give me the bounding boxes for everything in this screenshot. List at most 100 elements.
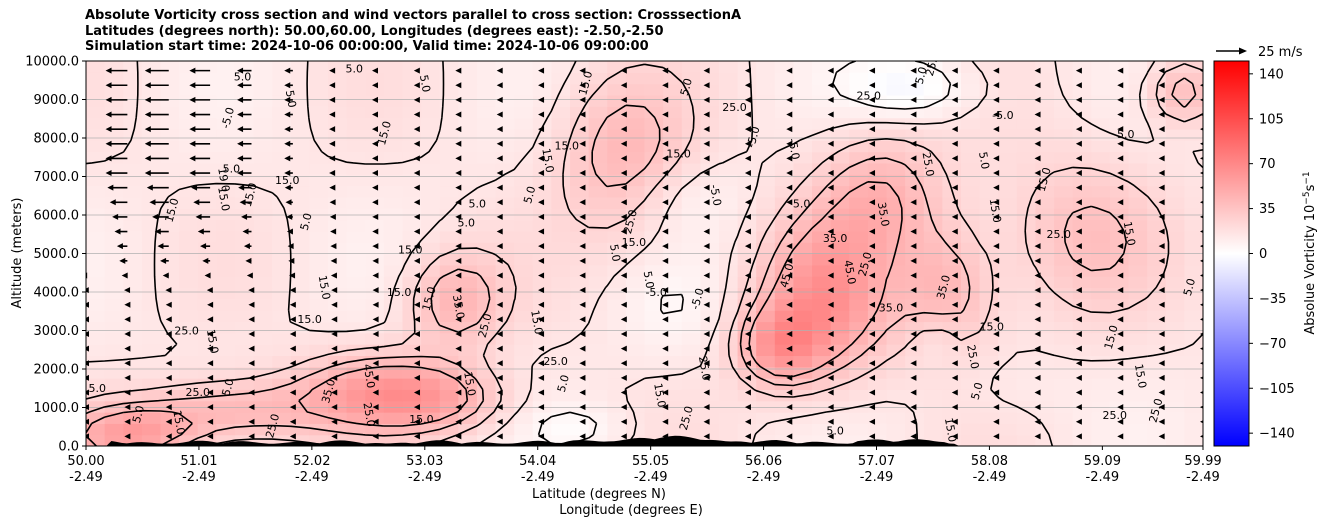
field-cell	[1128, 423, 1148, 436]
field-cell	[1147, 242, 1167, 255]
field-cell	[402, 83, 422, 96]
wind-vector-head	[703, 257, 710, 264]
field-cell	[328, 321, 348, 334]
field-cell	[960, 310, 981, 323]
field-cell	[998, 366, 1018, 379]
field-cell	[923, 72, 943, 85]
wind-vector-head	[1075, 199, 1082, 206]
contour-label: 15.0	[622, 236, 647, 249]
field-cell	[1054, 242, 1074, 255]
wind-vector-head	[413, 82, 420, 89]
field-cell	[1016, 276, 1037, 289]
field-cell	[886, 389, 906, 402]
field-cell	[439, 174, 459, 187]
field-cell	[849, 287, 869, 300]
field-cell	[290, 230, 310, 243]
wind-vector-head	[331, 404, 338, 411]
contour-label: 25.0	[621, 208, 640, 235]
wind-vector-head	[786, 374, 793, 381]
x-tick-label-lon: -2.49	[521, 470, 555, 485]
wind-vector-head	[579, 67, 586, 74]
field-cell	[421, 72, 441, 85]
field-cell	[979, 276, 999, 289]
wind-vector-head	[149, 199, 156, 206]
wind-vector-head	[579, 111, 586, 118]
field-cell	[663, 94, 683, 107]
wind-vector-head	[329, 213, 336, 220]
wind-vector-head	[165, 287, 172, 294]
field-cell	[141, 128, 162, 141]
wind-vector-head	[455, 418, 462, 425]
field-cell	[1054, 128, 1074, 141]
field-cell	[923, 434, 943, 446]
wind-vector-head	[165, 345, 172, 352]
field-cell	[253, 106, 273, 119]
wind-vector-head	[289, 316, 296, 323]
field-cell	[681, 72, 701, 85]
field-cell	[383, 72, 404, 85]
field-cell	[793, 208, 813, 221]
field-cell	[365, 185, 385, 198]
field-cell	[923, 366, 943, 379]
field-cell	[551, 94, 571, 107]
field-cell	[1165, 219, 1185, 232]
field-cell	[793, 174, 813, 187]
wind-vector-head	[496, 213, 503, 220]
field-cell	[700, 83, 720, 96]
field-cell	[476, 230, 497, 243]
field-cell	[365, 83, 385, 96]
wind-vector-head	[1075, 140, 1082, 147]
wind-vector-head	[1034, 184, 1041, 191]
field-cell	[1016, 389, 1037, 402]
field-cell	[1054, 264, 1074, 277]
field-cell	[514, 310, 534, 323]
wind-vector-head	[284, 82, 291, 89]
wind-vector-head	[869, 257, 876, 264]
wind-vector-head	[413, 404, 420, 411]
field-cell	[179, 298, 199, 311]
field-cell	[737, 423, 757, 436]
wind-vector-head	[1200, 405, 1203, 409]
field-cell	[458, 61, 478, 73]
wind-vector-head	[1200, 288, 1203, 292]
wind-vector-head	[744, 96, 751, 103]
field-cell	[588, 344, 608, 357]
quiver-key-label: 25 m/s	[1258, 45, 1303, 60]
field-cell	[1128, 332, 1148, 345]
field-cell	[849, 242, 869, 255]
field-cell	[663, 321, 683, 334]
wind-vector-head	[993, 316, 1000, 323]
field-cell	[365, 140, 385, 153]
field-cell	[1165, 140, 1185, 153]
field-cell	[625, 128, 646, 141]
field-cell	[216, 378, 236, 390]
field-cell	[942, 230, 962, 243]
wind-vector-head	[786, 96, 793, 103]
field-cell	[495, 242, 515, 255]
x-tick-label-lon: -2.49	[69, 470, 103, 485]
title-line-3: Simulation start time: 2024-10-06 00:00:…	[85, 39, 649, 54]
field-cell	[960, 366, 981, 379]
wind-vector-head	[1034, 345, 1041, 352]
wind-vector-head	[993, 126, 1000, 133]
field-cell	[514, 400, 534, 413]
field-cell	[476, 253, 497, 266]
wind-vector-head	[496, 330, 503, 337]
field-cell	[774, 162, 795, 175]
field-cell	[570, 94, 590, 107]
wind-vector-head	[1034, 111, 1041, 118]
x-tick-label-lon: -2.49	[1186, 470, 1220, 485]
field-cell	[1184, 412, 1203, 424]
field-cell	[960, 332, 981, 345]
field-cell	[495, 276, 515, 289]
field-cell	[867, 287, 888, 300]
wind-vector-head	[662, 155, 669, 162]
field-cell	[141, 219, 162, 232]
field-cell	[942, 219, 962, 232]
field-cell	[402, 434, 422, 446]
field-cell	[737, 219, 757, 232]
wind-vector-head	[455, 228, 462, 235]
field-cell	[476, 162, 497, 175]
field-cell	[812, 219, 832, 232]
wind-vector-head	[538, 301, 545, 308]
